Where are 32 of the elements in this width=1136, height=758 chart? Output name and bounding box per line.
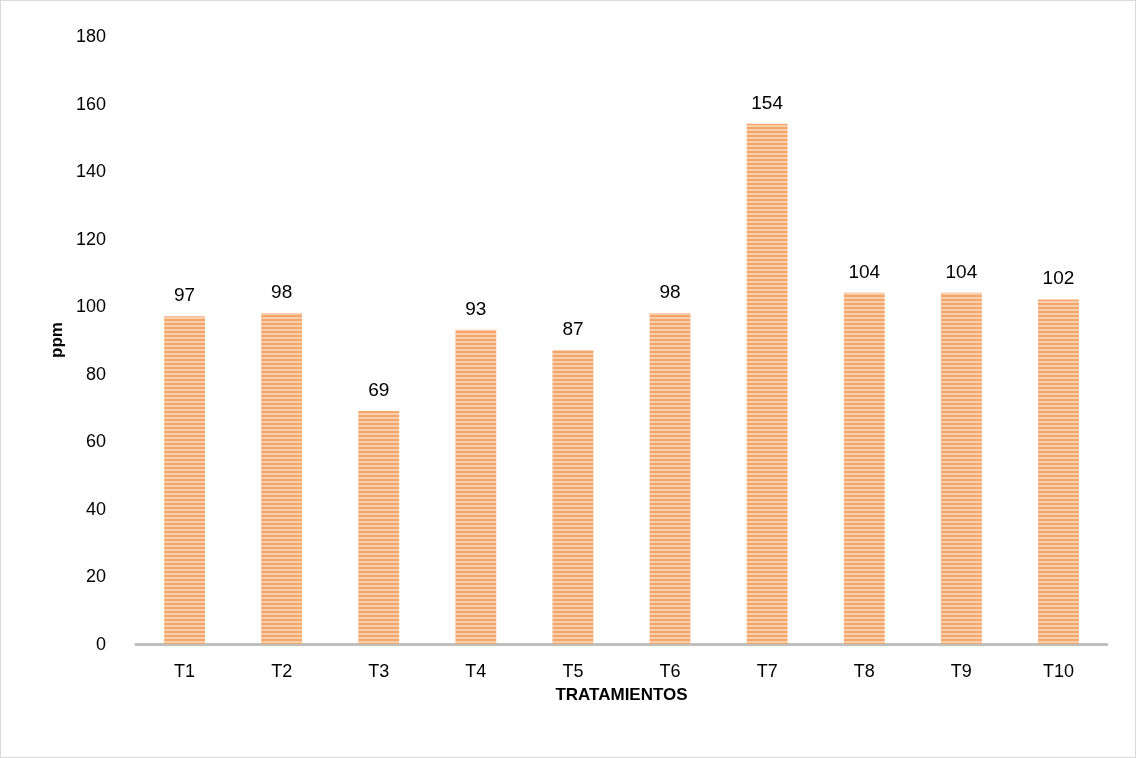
y-tick-label: 100 (75, 296, 106, 317)
x-tick-label: T9 (950, 661, 972, 681)
x-tick-label: T6 (659, 661, 681, 681)
y-tick-label: 20 (85, 566, 106, 587)
data-label: 98 (659, 280, 681, 302)
x-tick-label: T8 (853, 661, 875, 681)
y-axis-title: ppm (47, 322, 67, 358)
y-tick-label: 40 (85, 498, 106, 519)
y-tick-label: 120 (75, 228, 106, 249)
data-label: 87 (562, 318, 584, 340)
x-tick-label: T2 (271, 661, 293, 681)
data-label: 97 (173, 284, 196, 306)
y-tick-label: 60 (85, 431, 106, 452)
data-label: 98 (271, 280, 293, 302)
y-tick-label: 160 (75, 93, 106, 114)
x-axis-title: TRATAMIENTOS (555, 685, 688, 704)
data-label: 102 (1042, 267, 1075, 289)
x-tick-label: T7 (756, 661, 778, 681)
y-tick-label: 140 (75, 161, 106, 182)
data-label: 104 (945, 260, 978, 282)
y-tick-label: 80 (85, 363, 106, 384)
data-label: 154 (751, 91, 784, 113)
x-tick-label: T1 (174, 661, 196, 681)
y-tick-label: 0 (95, 634, 106, 654)
x-tick-label: T3 (368, 661, 390, 681)
x-tick-label: T5 (562, 661, 584, 681)
data-label: 104 (848, 260, 881, 282)
data-label: 69 (368, 378, 390, 400)
x-tick-label: T4 (465, 661, 487, 681)
x-tick-label: T10 (1042, 661, 1074, 681)
data-label: 93 (465, 297, 487, 319)
y-tick-label: 180 (75, 26, 106, 46)
